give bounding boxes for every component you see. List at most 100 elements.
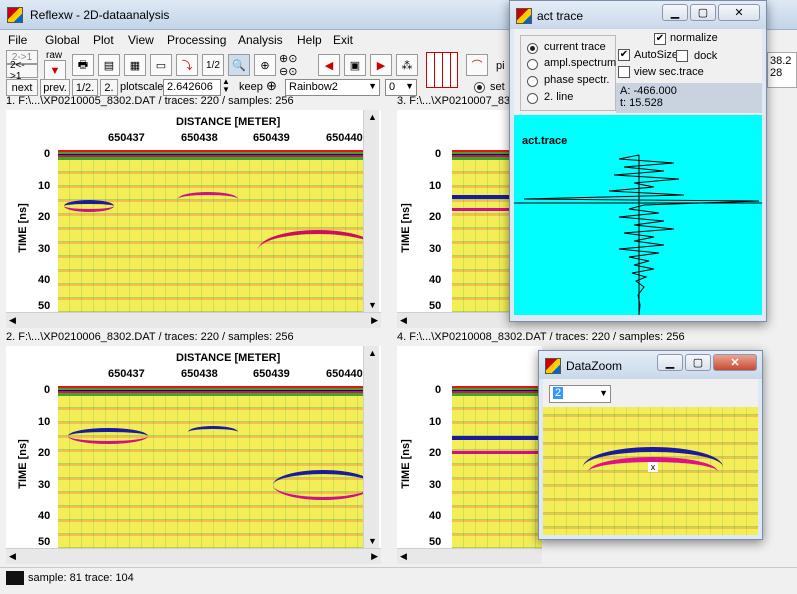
ampl-spectrum-radio[interactable] bbox=[527, 59, 538, 70]
chevron-down-icon: ▼ bbox=[368, 81, 377, 91]
datazoom-titlebar: DataZoom ▁ ▢ ✕ bbox=[539, 351, 762, 379]
panel-1-xtick: 650438 bbox=[181, 132, 218, 144]
menu-processing[interactable]: Processing bbox=[167, 33, 227, 47]
second-line-radio[interactable] bbox=[527, 93, 538, 104]
menu-analysis[interactable]: Analysis bbox=[238, 33, 283, 47]
act-trace-plot-label: act.trace bbox=[522, 135, 568, 147]
panel-4-ytick: 10 bbox=[429, 416, 442, 428]
maximize-button[interactable]: ▢ bbox=[690, 4, 716, 21]
autosize-checkbox[interactable]: ✔ bbox=[618, 49, 630, 61]
panel-1-hscroll[interactable]: ◀ ▶ bbox=[6, 312, 381, 328]
zoom-circle-icons[interactable]: ⊕⊙ ⊖⊙ bbox=[279, 53, 298, 78]
panel-3-ytick: 10 bbox=[429, 180, 442, 192]
close-button[interactable]: ✕ bbox=[713, 354, 757, 371]
plotscale-input[interactable]: 2.642606 bbox=[163, 79, 221, 96]
curve-icon[interactable]: ⤵ bbox=[176, 54, 198, 76]
dock-checkbox[interactable] bbox=[676, 50, 688, 62]
close-button[interactable]: ✕ bbox=[718, 4, 760, 21]
radargram-1[interactable] bbox=[58, 150, 378, 312]
view-sec-trace-checkbox[interactable] bbox=[618, 66, 630, 78]
reflection bbox=[68, 428, 148, 444]
panel-3-hscroll[interactable]: ◀ bbox=[397, 312, 512, 328]
reflection bbox=[452, 436, 542, 454]
phase-spectr-radio[interactable] bbox=[527, 76, 538, 87]
datazoom-window: DataZoom ▁ ▢ ✕ 2 ▼ x bbox=[538, 350, 763, 540]
plotscale-spinner[interactable]: ▲ ▼ bbox=[222, 77, 230, 94]
prev-button[interactable]: prev. bbox=[40, 79, 70, 96]
menu-exit[interactable]: Exit bbox=[333, 33, 354, 47]
right-value-top: 38.2 bbox=[770, 55, 792, 67]
act-trace-window: act trace ▁ ▢ ✕ current trace ampl.spect… bbox=[509, 0, 767, 322]
panel-3-ylabel: TIME [ns] bbox=[399, 203, 412, 253]
menu-view[interactable]: View bbox=[128, 33, 154, 47]
value-select[interactable]: 0 ▼ bbox=[385, 79, 417, 96]
panel-4-info: 4. F:\...\XP0210008_8302.DAT / traces: 2… bbox=[397, 331, 685, 343]
pick-label: pi bbox=[496, 60, 505, 72]
menu-plot[interactable]: Plot bbox=[93, 33, 114, 47]
panel-1-ytick: 0 bbox=[44, 148, 51, 160]
panel-2-vscroll[interactable]: ▲ ▼ bbox=[363, 346, 379, 548]
radargram-3[interactable] bbox=[452, 150, 512, 312]
status-color-swatch bbox=[6, 571, 24, 585]
panel-1-ytick: 40 bbox=[38, 274, 51, 286]
panel-4-hscroll[interactable]: ◀ bbox=[397, 548, 542, 564]
colormap-select[interactable]: Rainbow2 ▼ bbox=[285, 79, 380, 96]
export-icon[interactable]: ▤ bbox=[98, 54, 120, 76]
half-button[interactable]: 1/2. bbox=[72, 79, 98, 96]
half-scale-icon[interactable]: 1/2 bbox=[202, 54, 224, 76]
panel-2-ytick: 50 bbox=[38, 536, 51, 548]
act-trace-titlebar: act trace ▁ ▢ ✕ bbox=[510, 1, 766, 29]
menu-global[interactable]: Global bbox=[45, 33, 80, 47]
stop-icon[interactable]: ▣ bbox=[344, 54, 366, 76]
maximize-button[interactable]: ▢ bbox=[685, 354, 711, 371]
view-sec-trace-label: view sec.trace bbox=[634, 66, 704, 78]
panel-1-xtick: 650440 bbox=[326, 132, 363, 144]
panel-3-ytick: 40 bbox=[429, 274, 442, 286]
panel-2-info: 2. F:\...\XP0210006_8302.DAT / traces: 2… bbox=[6, 331, 294, 343]
panel-3-ytick: 30 bbox=[429, 243, 442, 255]
minimize-button[interactable]: ▁ bbox=[657, 354, 683, 371]
radargram-2[interactable] bbox=[58, 386, 378, 548]
save-icon[interactable]: ▦ bbox=[124, 54, 146, 76]
datazoom-view[interactable]: x bbox=[543, 407, 758, 535]
current-trace-radio[interactable] bbox=[527, 43, 538, 54]
screen-icon[interactable]: ▭ bbox=[150, 54, 172, 76]
time-value: t: 15.528 bbox=[620, 97, 663, 109]
menu-file[interactable]: File bbox=[8, 33, 28, 47]
app-icon bbox=[7, 7, 23, 23]
zoom-in-icon[interactable]: ⊕ bbox=[254, 54, 276, 76]
panel-2-hscroll[interactable]: ◀ ▶ bbox=[6, 548, 381, 564]
zoom-2-1-button[interactable]: 2->1 bbox=[6, 50, 38, 64]
arrow-right-icon[interactable]: ▶ bbox=[370, 54, 392, 76]
act-trace-plot[interactable]: act.trace bbox=[514, 115, 762, 315]
two-button[interactable]: 2. bbox=[100, 79, 118, 96]
status-text: sample: 81 trace: 104 bbox=[28, 572, 134, 584]
menu-help[interactable]: Help bbox=[297, 33, 322, 47]
printer-icon[interactable]: 🖶 bbox=[72, 54, 94, 76]
normalize-checkbox[interactable]: ✔ bbox=[654, 33, 666, 45]
zoom-factor-select[interactable]: 2 ▼ bbox=[549, 385, 611, 403]
dock-label: dock bbox=[694, 50, 718, 62]
arrow-left-icon[interactable]: ◀ bbox=[318, 54, 340, 76]
wave-icon[interactable]: ⌒ bbox=[466, 54, 488, 76]
radargram-4[interactable] bbox=[452, 386, 542, 548]
chevron-down-icon: ▼ bbox=[599, 388, 608, 398]
app-icon bbox=[545, 358, 561, 374]
table-icon[interactable] bbox=[426, 52, 458, 88]
grid-dots-icon[interactable]: ⁂ bbox=[396, 54, 418, 76]
panel-2-ytick: 10 bbox=[38, 416, 51, 428]
trace-mode-group: current trace ampl.spectrum phase spectr… bbox=[520, 35, 616, 111]
raw-label: raw bbox=[46, 50, 63, 61]
set-label: set bbox=[490, 81, 505, 93]
keep-zoom-icon[interactable]: ⊕ bbox=[266, 78, 277, 93]
magnifier-icon[interactable]: 🔍 bbox=[228, 54, 250, 76]
set-radio[interactable] bbox=[474, 82, 485, 93]
panel-1-vscroll[interactable]: ▲ ▼ bbox=[363, 110, 379, 312]
current-trace-label: current trace bbox=[544, 41, 606, 53]
zoom-2-1-toggle-button[interactable]: 2<->1 bbox=[6, 60, 38, 82]
panel-2-ytick: 30 bbox=[38, 479, 51, 491]
reflection bbox=[583, 447, 723, 487]
panel-3: TIME [ns] 0 10 20 30 40 50 ◀ bbox=[397, 110, 512, 328]
next-button[interactable]: next bbox=[6, 79, 38, 96]
minimize-button[interactable]: ▁ bbox=[662, 4, 688, 21]
